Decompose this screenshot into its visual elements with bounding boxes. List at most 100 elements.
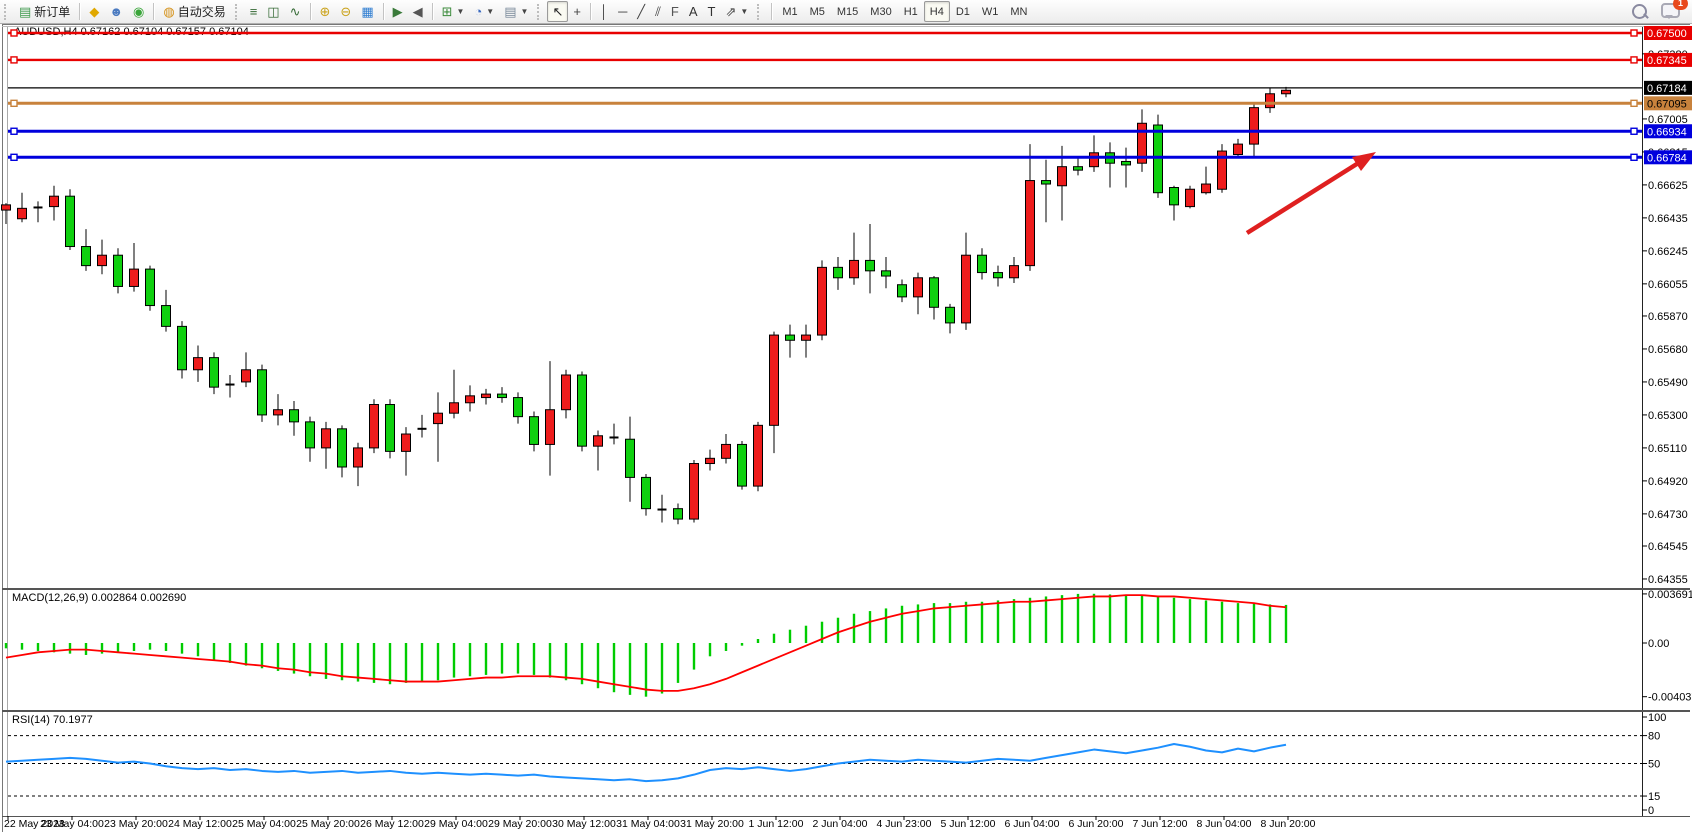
toolbar-separator (382, 3, 384, 20)
arrows-tool[interactable]: ⇗ ▼ (721, 1, 754, 22)
time-tick-label: 22 May 2023 (4, 818, 65, 830)
toolbar-separator (771, 3, 773, 20)
toolbar-grip (4, 3, 10, 20)
search-icon[interactable] (1632, 4, 1647, 19)
toolbar-left-group: ▤ 新订单 ◆ ☻ ◉ ◍ 自动交易 ≡ ◫ ∿ ⊕ ⊖ ▦ ▶ ◀ ⊞ ▼ ◔ ▼ ▤ ▼ ↖ + │ ─ ╱ ⫽ F A T ⇗ ▼ M1 M… (0, 0, 1034, 23)
market-watch-button[interactable]: ◆ (84, 1, 104, 22)
zoom-in-button[interactable]: ⊕ (315, 1, 336, 22)
arrows-icon: ⇗ (725, 4, 737, 19)
current-price-line: 0.67184 (8, 80, 1692, 95)
rsi-panel: 100 80 50 15 0 (5, 712, 1666, 817)
chart-window-frame (0, 23, 1692, 839)
timeframe-button-d1[interactable]: D1 (955, 5, 970, 18)
hline-price-label: 0.67500 (1647, 28, 1687, 40)
horizontal-line-tool[interactable]: ─ (613, 1, 632, 22)
timeframe-button-m15[interactable]: M15 (836, 5, 859, 18)
trendline-tool[interactable]: ╱ (632, 1, 650, 22)
price-tick-label: 0.65870 (1648, 311, 1688, 323)
cursor-tool-button[interactable]: ↖ (547, 1, 569, 22)
rsi-indicator-label: RSI(14) 70.1977 (12, 714, 93, 726)
text-label-icon: T (707, 4, 716, 19)
rsi-tick-label: 0 (1648, 805, 1654, 817)
macd-indicator-label: MACD(12,26,9) 0.002864 0.002690 (12, 592, 187, 604)
price-tick-label: 0.64545 (1648, 541, 1688, 553)
crosshair-tool-icon: + (573, 4, 581, 19)
vertical-line-tool[interactable]: │ (595, 1, 613, 22)
timeframe-button-m30[interactable]: M30 (870, 5, 892, 18)
tile-windows-icon: ▦ (361, 4, 374, 19)
hline-price-label: 0.67345 (1647, 55, 1687, 67)
horizontal-line-icon: ─ (618, 4, 628, 19)
macd-signal-line (5, 594, 1287, 692)
tile-windows-button[interactable]: ▦ (356, 1, 378, 22)
price-tick-label: 0.66245 (1648, 246, 1688, 258)
notifications-button[interactable]: 1 (1661, 0, 1688, 21)
chart-panel-borders (2, 24, 1690, 832)
timeframe-button-m5[interactable]: M5 (809, 5, 825, 18)
candlestick-mode-icon: ◫ (267, 4, 280, 19)
hline-object-0.66934[interactable]: 0.66934 (8, 124, 1692, 139)
zoom-out-icon: ⊖ (340, 4, 352, 19)
trend-arrow[interactable] (1245, 152, 1376, 235)
price-tick-label: 0.66625 (1648, 180, 1688, 192)
auto-scroll-icon: ▶ (392, 4, 403, 19)
chevron-down-icon: ▼ (486, 7, 495, 16)
time-tick-label: 4 Jun 23:00 (877, 818, 932, 830)
hline-object-0.67095[interactable]: 0.67095 (8, 96, 1692, 111)
toolbar-separator (431, 3, 433, 20)
time-tick-label: 29 May 20:00 (488, 818, 552, 830)
template-button[interactable]: ▤ ▼ (499, 1, 533, 22)
hline-price-label: 0.67095 (1647, 98, 1687, 110)
time-tick-label: 23 May 20:00 (104, 818, 168, 830)
text-tool[interactable]: A (684, 1, 703, 22)
time-tick-label: 1 Jun 12:00 (749, 818, 804, 830)
periods-button[interactable]: ◔ ▼ (469, 1, 499, 22)
profile-button[interactable]: ☻ (104, 1, 128, 22)
bar-chart-mode-button[interactable]: ≡ (245, 1, 263, 22)
fibonacci-tool[interactable]: F (666, 1, 684, 22)
timeframe-button-w1[interactable]: W1 (981, 5, 999, 18)
vertical-line-icon: │ (599, 4, 609, 19)
hline-object-0.66784[interactable]: 0.66784 (8, 150, 1692, 165)
new-order-button[interactable]: ▤ 新订单 (14, 1, 75, 22)
time-tick-label: 31 May 04:00 (616, 818, 680, 830)
time-tick-label: 8 Jun 04:00 (1197, 818, 1252, 830)
add-indicator-button[interactable]: ⊞ ▼ (437, 1, 470, 22)
price-tick-label: 0.65110 (1648, 443, 1687, 455)
timeframe-button-mn[interactable]: MN (1010, 5, 1028, 18)
chevron-down-icon: ▼ (740, 7, 749, 16)
toolbar: ▤ 新订单 ◆ ☻ ◉ ◍ 自动交易 ≡ ◫ ∿ ⊕ ⊖ ▦ ▶ ◀ ⊞ ▼ ◔ ▼ ▤ ▼ ↖ + │ ─ ╱ ⫽ F A T ⇗ ▼ M1 M… (0, 0, 1692, 24)
hline-object-0.67345[interactable]: 0.67345 (8, 52, 1692, 67)
macd-tick-label: 0.003691 (1648, 589, 1692, 601)
hline-price-label: 0.66784 (1647, 152, 1687, 164)
crosshair-tool-button[interactable]: + (568, 1, 586, 22)
current-price-label: 0.67184 (1647, 83, 1687, 95)
channel-tool[interactable]: ⫽ (650, 1, 666, 22)
line-chart-mode-button[interactable]: ∿ (285, 1, 306, 22)
candlestick-mode-button[interactable]: ◫ (262, 1, 284, 22)
price-tick-label: 0.66435 (1648, 213, 1688, 225)
price-tick-label: 0.65680 (1648, 344, 1688, 356)
timeframe-button-m1[interactable]: M1 (782, 5, 798, 18)
chevron-down-icon: ▼ (520, 7, 529, 16)
price-tick-label: 0.66055 (1648, 279, 1688, 291)
zoom-out-button[interactable]: ⊖ (335, 1, 356, 22)
hline-object-0.67500[interactable]: 0.67500 (8, 26, 1692, 40)
timeframe-button-h1[interactable]: H1 (903, 5, 918, 18)
autotrading-button[interactable]: ◍ 自动交易 (158, 1, 230, 22)
signals-button[interactable]: ◉ (128, 1, 149, 22)
notification-badge: 1 (1673, 0, 1688, 10)
auto-scroll-button[interactable]: ▶ (388, 1, 408, 22)
chart-shift-button[interactable]: ◀ (408, 1, 428, 22)
timeframe-button-h4[interactable]: H4 (923, 1, 950, 22)
time-tick-label: 8 Jun 20:00 (1261, 818, 1316, 830)
toolbar-right-group: 1 (1632, 0, 1692, 23)
hline-price-label: 0.66934 (1647, 126, 1687, 138)
price-tick-label: 0.64355 (1648, 574, 1688, 586)
profile-icon: ☻ (109, 4, 123, 19)
price-tick-label: 0.65490 (1648, 377, 1688, 389)
text-label-tool[interactable]: T (703, 1, 721, 22)
